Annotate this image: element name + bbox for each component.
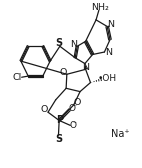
Text: ⁻: ⁻ <box>73 120 77 129</box>
Text: S: S <box>55 38 62 48</box>
Text: O: O <box>69 104 76 113</box>
Text: N: N <box>70 40 77 49</box>
Text: •OH: •OH <box>98 74 117 83</box>
Text: NH₂: NH₂ <box>91 3 109 12</box>
Text: N: N <box>107 20 114 29</box>
Text: Cl: Cl <box>13 73 22 82</box>
Text: Na⁺: Na⁺ <box>111 130 130 139</box>
Text: N: N <box>82 63 89 72</box>
Text: P: P <box>56 115 63 125</box>
Text: O: O <box>41 105 48 114</box>
Text: N: N <box>105 48 112 57</box>
Text: O: O <box>70 121 77 130</box>
Polygon shape <box>84 64 87 70</box>
Text: O: O <box>59 68 67 77</box>
Text: S: S <box>55 134 62 144</box>
Text: O: O <box>74 98 81 107</box>
Text: ⁻: ⁻ <box>72 102 76 111</box>
